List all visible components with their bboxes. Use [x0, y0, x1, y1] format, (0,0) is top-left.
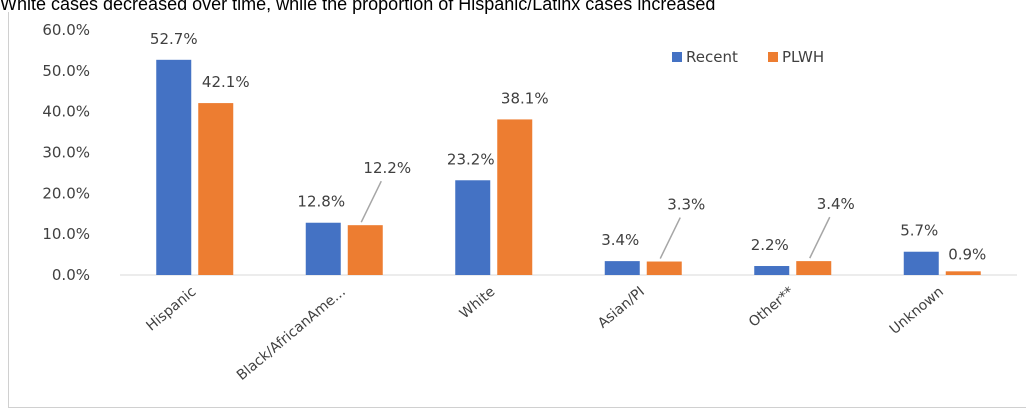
y-tick-label: 10.0%: [42, 225, 90, 243]
bar-recent: [156, 59, 192, 275]
bar-recent: [903, 251, 939, 275]
x-tick-label: Asian/PI: [595, 284, 648, 332]
y-tick-label: 50.0%: [42, 62, 90, 80]
y-tick-label: 30.0%: [42, 144, 90, 162]
x-tick-label: Unknown: [887, 284, 947, 338]
bar-recent: [754, 266, 790, 275]
y-tick-label: 0.0%: [52, 266, 90, 284]
bar-plwh: [796, 261, 832, 275]
x-tick-label: Hispanic: [143, 284, 199, 335]
data-label-recent: 12.8%: [297, 193, 345, 211]
x-tick-label: White: [457, 284, 498, 322]
legend-swatch: [672, 52, 682, 62]
y-axis: 0.0% 10.0% 20.0% 30.0% 40.0% 50.0% 60.0%: [42, 21, 1017, 284]
x-tick-label: Black/AfricanAme...: [234, 284, 349, 384]
data-label-recent: 3.4%: [601, 231, 639, 249]
chart-frame: [8, 12, 1026, 408]
bar-recent: [455, 180, 491, 275]
x-axis: Hispanic Black/AfricanAme... White Asian/PI…: [143, 284, 946, 384]
bar-plwh: [945, 271, 981, 275]
chart-heading: White cases decreased over time, while t…: [0, 0, 716, 14]
leader-line: [809, 216, 831, 259]
legend-label: Recent: [686, 48, 738, 66]
x-tick-label: Other**: [746, 284, 797, 331]
data-label-plwh: 0.9%: [948, 245, 986, 263]
data-label-recent: 52.7%: [150, 30, 198, 48]
data-label-plwh: 3.4%: [817, 195, 855, 213]
data-label-plwh: 12.2%: [363, 159, 411, 177]
bar-recent: [604, 261, 640, 275]
y-tick-label: 20.0%: [42, 184, 90, 202]
legend: Recent PLWH: [672, 48, 824, 66]
bar-plwh: [198, 103, 234, 275]
bar-plwh: [497, 119, 533, 275]
data-label-recent: 2.2%: [751, 236, 789, 254]
data-label-plwh: 38.1%: [501, 89, 549, 107]
leader-line: [659, 217, 681, 259]
y-tick-label: 40.0%: [42, 103, 90, 121]
data-label-plwh: 42.1%: [202, 73, 250, 91]
bar-plwh: [347, 225, 383, 275]
data-label-recent: 23.2%: [447, 150, 495, 168]
data-label-recent: 5.7%: [900, 222, 938, 240]
leader-line: [360, 180, 382, 223]
data-label-plwh: 3.3%: [667, 196, 705, 214]
bar-recent: [305, 222, 341, 275]
y-tick-label: 60.0%: [42, 21, 90, 39]
legend-label: PLWH: [782, 48, 824, 66]
legend-swatch: [768, 52, 778, 62]
bar-plwh: [646, 261, 682, 275]
bars: 52.7% 42.1% 12.8% 12.2% 23.2% 38.1% 3.4% 3.3% 2.…: [150, 30, 986, 275]
